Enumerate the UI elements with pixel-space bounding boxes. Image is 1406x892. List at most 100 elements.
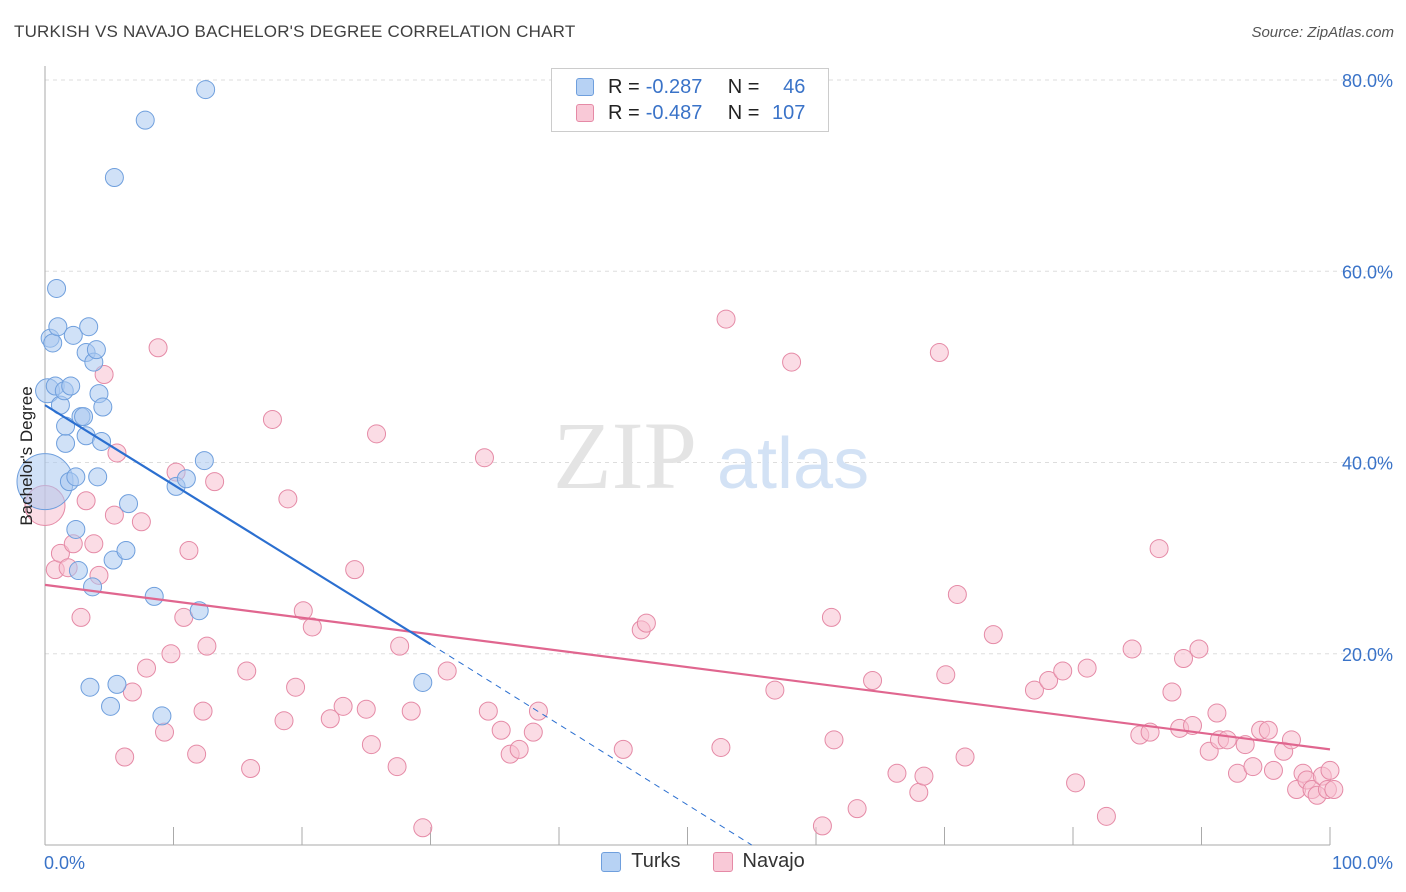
turks-point <box>107 674 127 694</box>
navajo-point <box>1096 806 1116 826</box>
navajo-point <box>1077 658 1097 678</box>
navajo-point <box>613 739 633 759</box>
turks-point <box>196 80 216 100</box>
turks-point <box>152 706 172 726</box>
turks-point <box>103 550 123 570</box>
turks-point <box>47 278 67 298</box>
y-tick-label: 80.0% <box>1342 71 1393 91</box>
turks-trend-extension <box>430 643 753 846</box>
navajo-point <box>437 661 457 681</box>
watermark-atlas: atlas <box>717 424 869 504</box>
navajo-point <box>76 491 96 511</box>
navajo-point <box>1122 639 1142 659</box>
navajo-point <box>1162 682 1182 702</box>
bottom-legend-navajo-label: Navajo <box>742 850 805 872</box>
turks-point <box>176 469 196 489</box>
y-tick-label: 20.0% <box>1342 645 1393 665</box>
navajo-point <box>1174 649 1194 669</box>
turks-point <box>135 110 155 130</box>
navajo-point <box>1258 720 1278 740</box>
navajo-point <box>237 661 257 681</box>
navajo-point <box>333 696 353 716</box>
navajo-point <box>1243 757 1263 777</box>
navajo-point <box>115 747 135 767</box>
navajo-point <box>491 720 511 740</box>
navajo-point <box>193 701 213 721</box>
turks-point <box>56 433 76 453</box>
navajo-point <box>367 424 387 444</box>
navajo-point <box>812 816 832 836</box>
legend-n-value-navajo: 107 <box>772 101 806 124</box>
turks-swatch <box>576 78 594 96</box>
turks-point <box>79 317 99 337</box>
turks-point <box>86 340 106 360</box>
turks-point <box>88 467 108 487</box>
turks-point <box>61 376 81 396</box>
navajo-point <box>1149 539 1169 559</box>
navajo-point <box>847 799 867 819</box>
navajo-point <box>241 759 261 778</box>
legend-r-value-turks: -0.287 <box>645 75 703 98</box>
navajo-point <box>413 818 433 838</box>
y-tick-label: 60.0% <box>1342 262 1393 282</box>
navajo-point <box>187 744 207 764</box>
navajo-point <box>1263 760 1283 780</box>
navajo-point <box>84 534 104 554</box>
legend-row-turks: R = -0.287 N = 46 <box>576 75 805 99</box>
legend-r-label: R = <box>608 75 640 98</box>
grid-lines <box>45 79 1392 655</box>
turks-point <box>116 540 136 560</box>
turks-point <box>56 416 76 436</box>
navajo-point <box>1053 661 1073 681</box>
navajo-point <box>1039 671 1059 691</box>
navajo-point <box>1183 715 1203 735</box>
watermark: ZIP atlas <box>553 402 869 509</box>
navajo-point <box>387 757 407 777</box>
turks-point <box>66 519 86 539</box>
chart-title: TURKISH VS NAVAJO BACHELOR'S DEGREE CORR… <box>14 22 576 41</box>
turks-point <box>104 168 124 188</box>
navajo-point <box>122 682 142 702</box>
navajo-point <box>71 607 91 627</box>
navajo-point <box>1207 703 1227 723</box>
navajo-point <box>765 680 785 700</box>
legend-r-label: R = <box>608 101 640 124</box>
navajo-point <box>1324 780 1344 800</box>
navajo-point <box>1066 773 1086 793</box>
turks-point <box>101 696 121 716</box>
navajo-point <box>782 352 802 372</box>
navajo-point <box>1320 760 1340 780</box>
y-tick-label: 40.0% <box>1342 454 1393 474</box>
turks-point <box>194 451 214 471</box>
navajo-point <box>523 722 543 742</box>
navajo-point <box>320 709 340 729</box>
navajo-point <box>914 766 934 786</box>
legend-n-label: N = <box>727 101 760 124</box>
bottom-legend-turks-label: Turks <box>631 850 681 872</box>
navajo-point <box>278 489 298 509</box>
navajo-swatch <box>576 104 594 122</box>
navajo-trend-line <box>44 583 1331 751</box>
navajo-point <box>274 711 294 731</box>
navajo-point <box>474 448 494 468</box>
bottom-legend: Turks Navajo <box>0 850 1406 873</box>
navajo-point <box>356 699 376 719</box>
navajo-point <box>345 560 365 580</box>
navajo-point <box>887 763 907 783</box>
turks-point <box>48 317 68 337</box>
navajo-point <box>711 737 731 757</box>
bottom-legend-navajo: Navajo <box>712 850 805 873</box>
navajo-swatch <box>712 851 733 872</box>
legend-n-value-turks: 46 <box>783 75 806 98</box>
navajo-point <box>155 722 175 742</box>
turks-point <box>80 677 100 697</box>
navajo-point <box>821 607 841 627</box>
legend-row-navajo: R = -0.487 N = 107 <box>576 101 805 125</box>
navajo-point <box>137 658 157 678</box>
navajo-point <box>361 735 381 755</box>
turks-point <box>119 494 139 514</box>
navajo-point <box>528 701 548 721</box>
navajo-point <box>716 309 736 329</box>
navajo-point <box>104 505 124 525</box>
